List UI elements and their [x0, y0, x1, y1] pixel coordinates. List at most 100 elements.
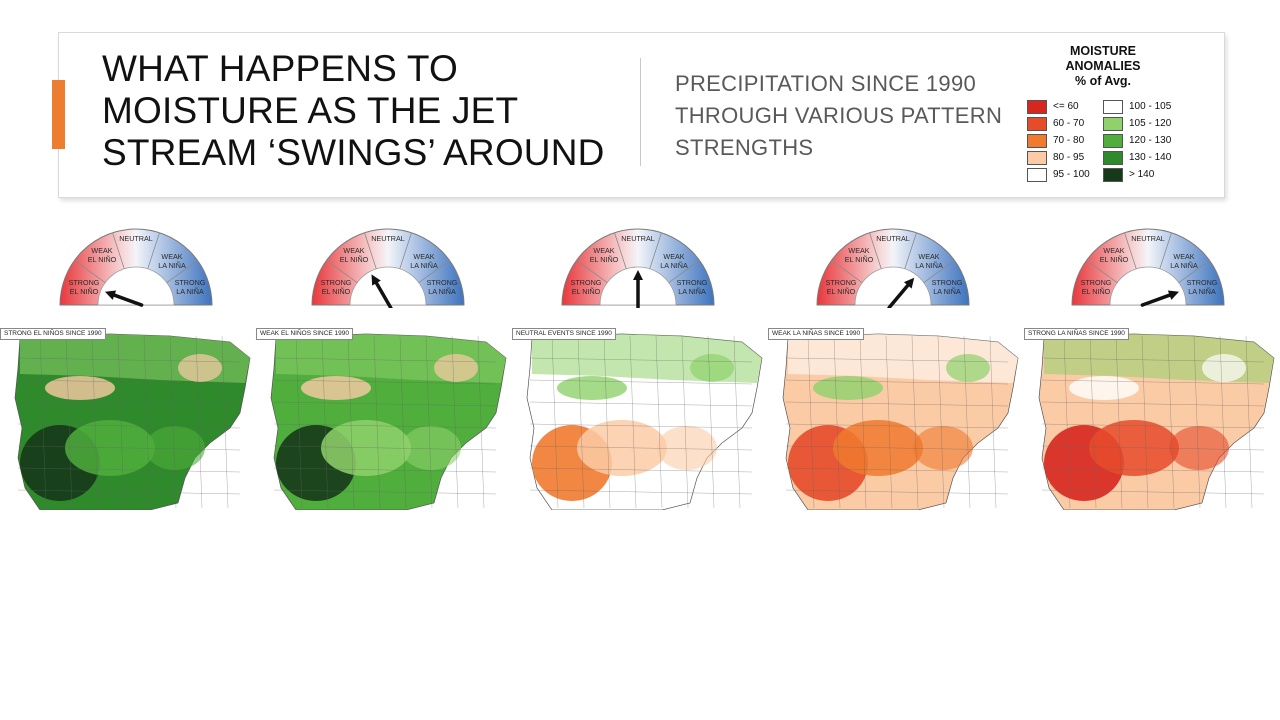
- gauge-label-strong-el-nino: EL NIÑO: [572, 287, 601, 296]
- precip-map-neutral: NEUTRAL EVENTS SINCE 1990: [512, 328, 768, 510]
- gauge-label-strong-la-nina: STRONG: [175, 278, 206, 287]
- accent-bar: [52, 80, 65, 149]
- legend-item: 95 - 100: [1027, 166, 1103, 183]
- gauge-label-weak-el-nino: EL NIÑO: [1100, 255, 1129, 264]
- map-title: STRONG LA NIÑAS SINCE 1990: [1024, 328, 1129, 340]
- precip-map-weak-la-nina: WEAK LA NIÑAS SINCE 1990: [768, 328, 1024, 510]
- gauge-needle: [1140, 290, 1180, 307]
- enso-gauge-strong-el-nino: NEUTRAL WEAK EL NIÑO WEAK LA NIÑA STRONG EL NI…: [58, 226, 218, 308]
- gauge-label-strong-el-nino: EL NIÑO: [322, 287, 351, 296]
- gauge-label-neutral: NEUTRAL: [371, 234, 405, 243]
- slide-title: WHAT HAPPENS TO MOISTURE AS THE JET STRE…: [102, 48, 605, 173]
- enso-gauge-neutral: NEUTRAL WEAK EL NIÑO WEAK LA NIÑA STRONG EL NI…: [560, 226, 720, 308]
- legend-item: <= 60: [1027, 98, 1103, 115]
- gauge-needle: [104, 290, 144, 307]
- gauge-label-strong-el-nino: STRONG: [571, 278, 602, 287]
- gauge-label-weak-el-nino: WEAK: [343, 246, 364, 255]
- gauge-label-weak-la-nina: WEAK: [918, 252, 939, 261]
- legend-items: <= 60 100 - 105 60 - 70 105 - 120 70 - 80 120…: [1027, 98, 1183, 183]
- gauge-label-strong-la-nina: LA NIÑA: [176, 287, 204, 296]
- gauge-label-strong-el-nino: STRONG: [321, 278, 352, 287]
- legend-label: 120 - 130: [1129, 135, 1172, 146]
- legend-item: 70 - 80: [1027, 132, 1103, 149]
- legend-label: 105 - 120: [1129, 118, 1172, 129]
- legend-item: 80 - 95: [1027, 149, 1103, 166]
- gauge-label-weak-la-nina: LA NIÑA: [410, 261, 438, 270]
- gauge-label-weak-el-nino: EL NIÑO: [340, 255, 369, 264]
- gauge-needle: [371, 274, 393, 308]
- gauge-label-strong-el-nino: STRONG: [69, 278, 100, 287]
- gauge-label-strong-la-nina: STRONG: [932, 278, 963, 287]
- legend-label: 80 - 95: [1053, 152, 1085, 163]
- legend-label: <= 60: [1053, 101, 1079, 112]
- legend-item: 100 - 105: [1103, 98, 1183, 115]
- gauge-label-strong-la-nina: STRONG: [677, 278, 708, 287]
- legend-swatch: [1103, 116, 1123, 131]
- legend-item: > 140: [1103, 166, 1183, 183]
- gauge-label-weak-la-nina: WEAK: [1173, 252, 1194, 261]
- legend-swatch: [1103, 167, 1123, 182]
- gauge-label-weak-la-nina: LA NIÑA: [915, 261, 943, 270]
- gauge-label-strong-el-nino: EL NIÑO: [1082, 287, 1111, 296]
- legend-label: 70 - 80: [1053, 135, 1085, 146]
- gauge-label-neutral: NEUTRAL: [621, 234, 655, 243]
- gauge-label-weak-la-nina: WEAK: [161, 252, 182, 261]
- gauge-label-strong-el-nino: EL NIÑO: [827, 287, 856, 296]
- legend-title: MOISTURE ANOMALIES % of Avg.: [1022, 44, 1184, 89]
- enso-gauge-strong-la-nina: NEUTRAL WEAK EL NIÑO WEAK LA NIÑA STRONG EL NI…: [1070, 226, 1230, 308]
- legend-title-line-1: MOISTURE: [1070, 44, 1136, 58]
- gauge-label-weak-la-nina: WEAK: [663, 252, 684, 261]
- gauge-label-weak-la-nina: LA NIÑA: [660, 261, 688, 270]
- gauge-row: NEUTRAL WEAK EL NIÑO WEAK LA NIÑA STRONG EL NI…: [0, 226, 1280, 308]
- precip-map-strong-la-nina: STRONG LA NIÑAS SINCE 1990: [1024, 328, 1280, 510]
- gauge-label-strong-el-nino: STRONG: [1081, 278, 1112, 287]
- gauge-label-strong-la-nina: LA NIÑA: [933, 287, 961, 296]
- precip-map-strong-el-nino: STRONG EL NIÑOS SINCE 1990: [0, 328, 256, 510]
- moisture-legend: MOISTURE ANOMALIES % of Avg. <= 60 100 - …: [1022, 44, 1222, 189]
- gauge-label-strong-la-nina: LA NIÑA: [428, 287, 456, 296]
- gauge-needle: [887, 277, 915, 308]
- legend-swatch: [1103, 133, 1123, 148]
- gauge-label-strong-el-nino: EL NIÑO: [70, 287, 99, 296]
- gauge-label-weak-el-nino: WEAK: [848, 246, 869, 255]
- legend-label: 60 - 70: [1053, 118, 1085, 129]
- map-title: WEAK EL NIÑOS SINCE 1990: [256, 328, 353, 340]
- legend-swatch: [1027, 99, 1047, 114]
- gauge-label-neutral: NEUTRAL: [1131, 234, 1165, 243]
- legend-label: 130 - 140: [1129, 152, 1172, 163]
- map-row: STRONG EL NIÑOS SINCE 1990 WEAK EL NIÑOS …: [0, 328, 1280, 510]
- gauge-needle: [633, 270, 643, 308]
- map-title: STRONG EL NIÑOS SINCE 1990: [0, 328, 106, 340]
- gauge-label-weak-el-nino: EL NIÑO: [590, 255, 619, 264]
- legend-swatch: [1103, 150, 1123, 165]
- legend-swatch: [1027, 167, 1047, 182]
- legend-item: 60 - 70: [1027, 115, 1103, 132]
- gauge-label-strong-la-nina: STRONG: [1187, 278, 1218, 287]
- legend-item: 120 - 130: [1103, 132, 1183, 149]
- gauge-label-weak-la-nina: WEAK: [413, 252, 434, 261]
- map-title: WEAK LA NIÑAS SINCE 1990: [768, 328, 865, 340]
- gauge-label-weak-el-nino: WEAK: [1103, 246, 1124, 255]
- gauge-label-strong-el-nino: STRONG: [826, 278, 857, 287]
- slide-subtitle: PRECIPITATION SINCE 1990 THROUGH VARIOUS…: [675, 71, 1003, 160]
- legend-swatch: [1027, 116, 1047, 131]
- legend-title-line-3: % of Avg.: [1074, 74, 1132, 88]
- legend-title-line-2: ANOMALIES: [1065, 59, 1141, 73]
- title-divider: [640, 58, 641, 166]
- gauge-label-weak-el-nino: EL NIÑO: [845, 255, 874, 264]
- legend-label: > 140: [1129, 169, 1155, 180]
- legend-label: 100 - 105: [1129, 101, 1172, 112]
- legend-swatch: [1103, 99, 1123, 114]
- gauge-label-weak-el-nino: EL NIÑO: [88, 255, 117, 264]
- gauge-label-weak-la-nina: LA NIÑA: [1170, 261, 1198, 270]
- gauge-label-weak-el-nino: WEAK: [91, 246, 112, 255]
- precip-map-weak-el-nino: WEAK EL NIÑOS SINCE 1990: [256, 328, 512, 510]
- legend-label: 95 - 100: [1053, 169, 1090, 180]
- gauge-label-neutral: NEUTRAL: [119, 234, 153, 243]
- legend-swatch: [1027, 150, 1047, 165]
- gauge-label-strong-la-nina: LA NIÑA: [678, 287, 706, 296]
- gauge-label-weak-la-nina: LA NIÑA: [158, 261, 186, 270]
- gauge-label-strong-la-nina: LA NIÑA: [1188, 287, 1216, 296]
- legend-swatch: [1027, 133, 1047, 148]
- gauge-label-neutral: NEUTRAL: [876, 234, 910, 243]
